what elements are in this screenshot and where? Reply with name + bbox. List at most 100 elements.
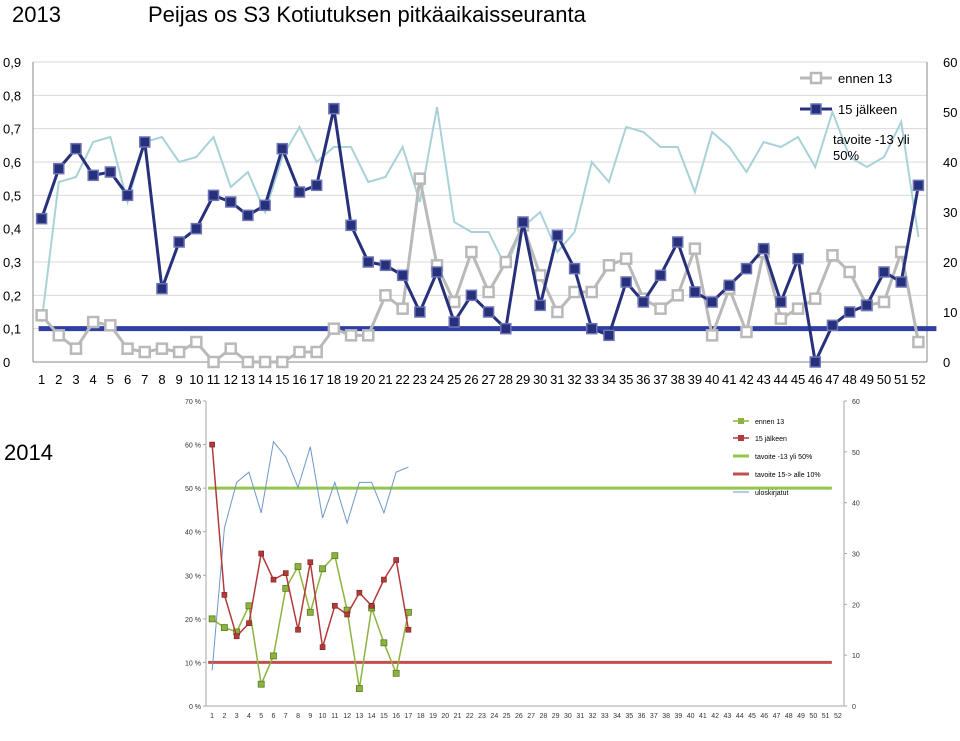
chart-2013: 0 0,1 0,2 0,3 0,4 0,5 0,6 0,7 0,8 0,9 0 10 20 30 40 50 6…	[3, 55, 957, 387]
x-tick-label: 19	[344, 372, 358, 387]
legend-label-target-line2: 50%	[833, 148, 859, 163]
y-tick-label-right: 40	[943, 155, 957, 170]
x-tick-label: 25	[503, 713, 511, 720]
y-tick-label-right: 30	[943, 205, 957, 220]
data-point-15-jalkeen	[654, 269, 667, 282]
data-point-15-jalkeen	[895, 276, 907, 288]
x-tick-label: 34	[613, 713, 621, 720]
data-point-15-jalkeen	[368, 602, 375, 609]
data-point-ennen-13	[104, 319, 117, 332]
x-tick-label: 24	[430, 372, 444, 387]
x-tick-label: 11	[331, 713, 338, 720]
legend-marker-ennen-13	[738, 418, 744, 424]
x-tick-label: 4	[247, 713, 251, 720]
x-tick-label: 18	[327, 372, 341, 387]
x-tick-label: 40	[705, 372, 719, 387]
x-tick-label: 40	[687, 713, 695, 720]
x-tick-label: 33	[601, 713, 609, 720]
legend-label-target-10: tavoite 15-> alle 10%	[755, 472, 821, 479]
y-tick-label-left: 60 %	[185, 443, 201, 450]
x-tick-label: 28	[540, 713, 548, 720]
x-tick-label: 32	[589, 713, 597, 720]
data-point-ennen-13	[379, 289, 392, 302]
x-tick-label: 47	[773, 713, 781, 720]
y-tick-label-left: 0,8	[3, 88, 21, 103]
data-point-15-jalkeen	[295, 626, 301, 633]
x-tick-label: 37	[653, 372, 667, 387]
data-point-ennen-13	[413, 172, 427, 185]
x-tick-label: 1	[38, 372, 45, 387]
y-tick-label-right: 60	[852, 399, 860, 406]
data-point-ennen-13	[221, 624, 228, 631]
data-point-ennen-13	[362, 329, 375, 342]
data-point-15-jalkeen	[319, 644, 326, 650]
x-tick-label: 45	[791, 372, 805, 387]
x-tick-label: 14	[368, 713, 376, 720]
x-tick-label: 30	[533, 372, 547, 387]
x-tick-label: 22	[395, 372, 409, 387]
data-point-15-jalkeen	[405, 626, 412, 633]
x-tick-label: 31	[550, 372, 564, 387]
x-tick-label: 42	[711, 713, 719, 720]
data-point-15-jalkeen	[276, 142, 289, 155]
x-tick-label: 13	[241, 372, 255, 387]
data-point-ennen-13	[396, 302, 409, 315]
x-tick-label: 35	[619, 372, 633, 387]
x-tick-label: 3	[235, 713, 239, 720]
data-point-15-jalkeen	[307, 559, 314, 566]
y-tick-label-right: 50	[943, 105, 957, 120]
data-point-ennen-13	[331, 552, 339, 560]
x-tick-label: 43	[724, 713, 732, 720]
chart-2014: 0 % 10 % 20 % 30 % 40 % 50 % 60 % 70 % 0 10 20 30 40…	[185, 399, 860, 720]
data-point-ennen-13	[499, 255, 513, 269]
y-tick-label-left: 0 %	[189, 704, 201, 711]
data-point-15-jalkeen	[620, 276, 632, 288]
data-point-ennen-13	[276, 355, 289, 369]
x-tick-label: 38	[662, 713, 670, 720]
x-tick-label: 33	[585, 372, 599, 387]
x-tick-label: 50	[877, 372, 891, 387]
data-point-ennen-13	[791, 302, 805, 315]
data-point-15-jalkeen	[500, 322, 512, 335]
data-point-ennen-13	[155, 342, 169, 355]
data-point-15-jalkeen	[293, 186, 306, 198]
data-point-15-jalkeen	[689, 286, 701, 298]
data-point-ennen-13	[355, 685, 363, 692]
data-point-ennen-13	[207, 355, 220, 369]
y-tick-label-right: 60	[943, 55, 957, 70]
data-point-15-jalkeen	[393, 557, 399, 563]
x-tick-label: 15	[380, 713, 388, 720]
x-tick-label: 26	[515, 713, 523, 720]
data-point-ennen-13	[35, 309, 48, 322]
data-point-ennen-13	[671, 289, 684, 302]
x-tick-label: 26	[464, 372, 478, 387]
data-point-15-jalkeen	[207, 189, 220, 202]
data-point-ennen-13	[208, 615, 216, 623]
data-point-15-jalkeen	[242, 209, 254, 222]
x-tick-label: 42	[739, 372, 753, 387]
x-tick-label: 36	[636, 372, 650, 387]
y-tick-label-right: 40	[852, 501, 860, 508]
x-tick-label: 10	[319, 713, 327, 720]
x-tick-label: 3	[72, 372, 79, 387]
x-tick-label: 27	[527, 713, 535, 720]
x-tick-label: 39	[688, 372, 702, 387]
data-point-ennen-13	[619, 252, 633, 265]
x-tick-label: 5	[107, 372, 114, 387]
x-tick-label: 46	[808, 372, 822, 387]
x-tick-label: 6	[272, 713, 276, 720]
data-point-15-jalkeen	[87, 169, 99, 182]
legend-label-uloskirjatut: uloskirjatut	[755, 490, 789, 497]
y-tick-label-left: 0,1	[3, 322, 21, 337]
year-2014-label: 2014	[4, 440, 53, 465]
x-tick-label: 7	[284, 713, 288, 720]
series-line-15-jalkeen	[40, 108, 920, 368]
x-tick-label: 4	[90, 372, 97, 387]
x-tick-label: 37	[650, 713, 658, 720]
x-tick-label: 36	[638, 713, 646, 720]
data-point-ennen-13	[69, 342, 83, 355]
x-tick-label: 19	[429, 713, 437, 720]
series-line-15-jalkeen	[211, 444, 410, 648]
data-point-ennen-13	[602, 259, 616, 272]
data-point-15-jalkeen	[104, 166, 117, 178]
